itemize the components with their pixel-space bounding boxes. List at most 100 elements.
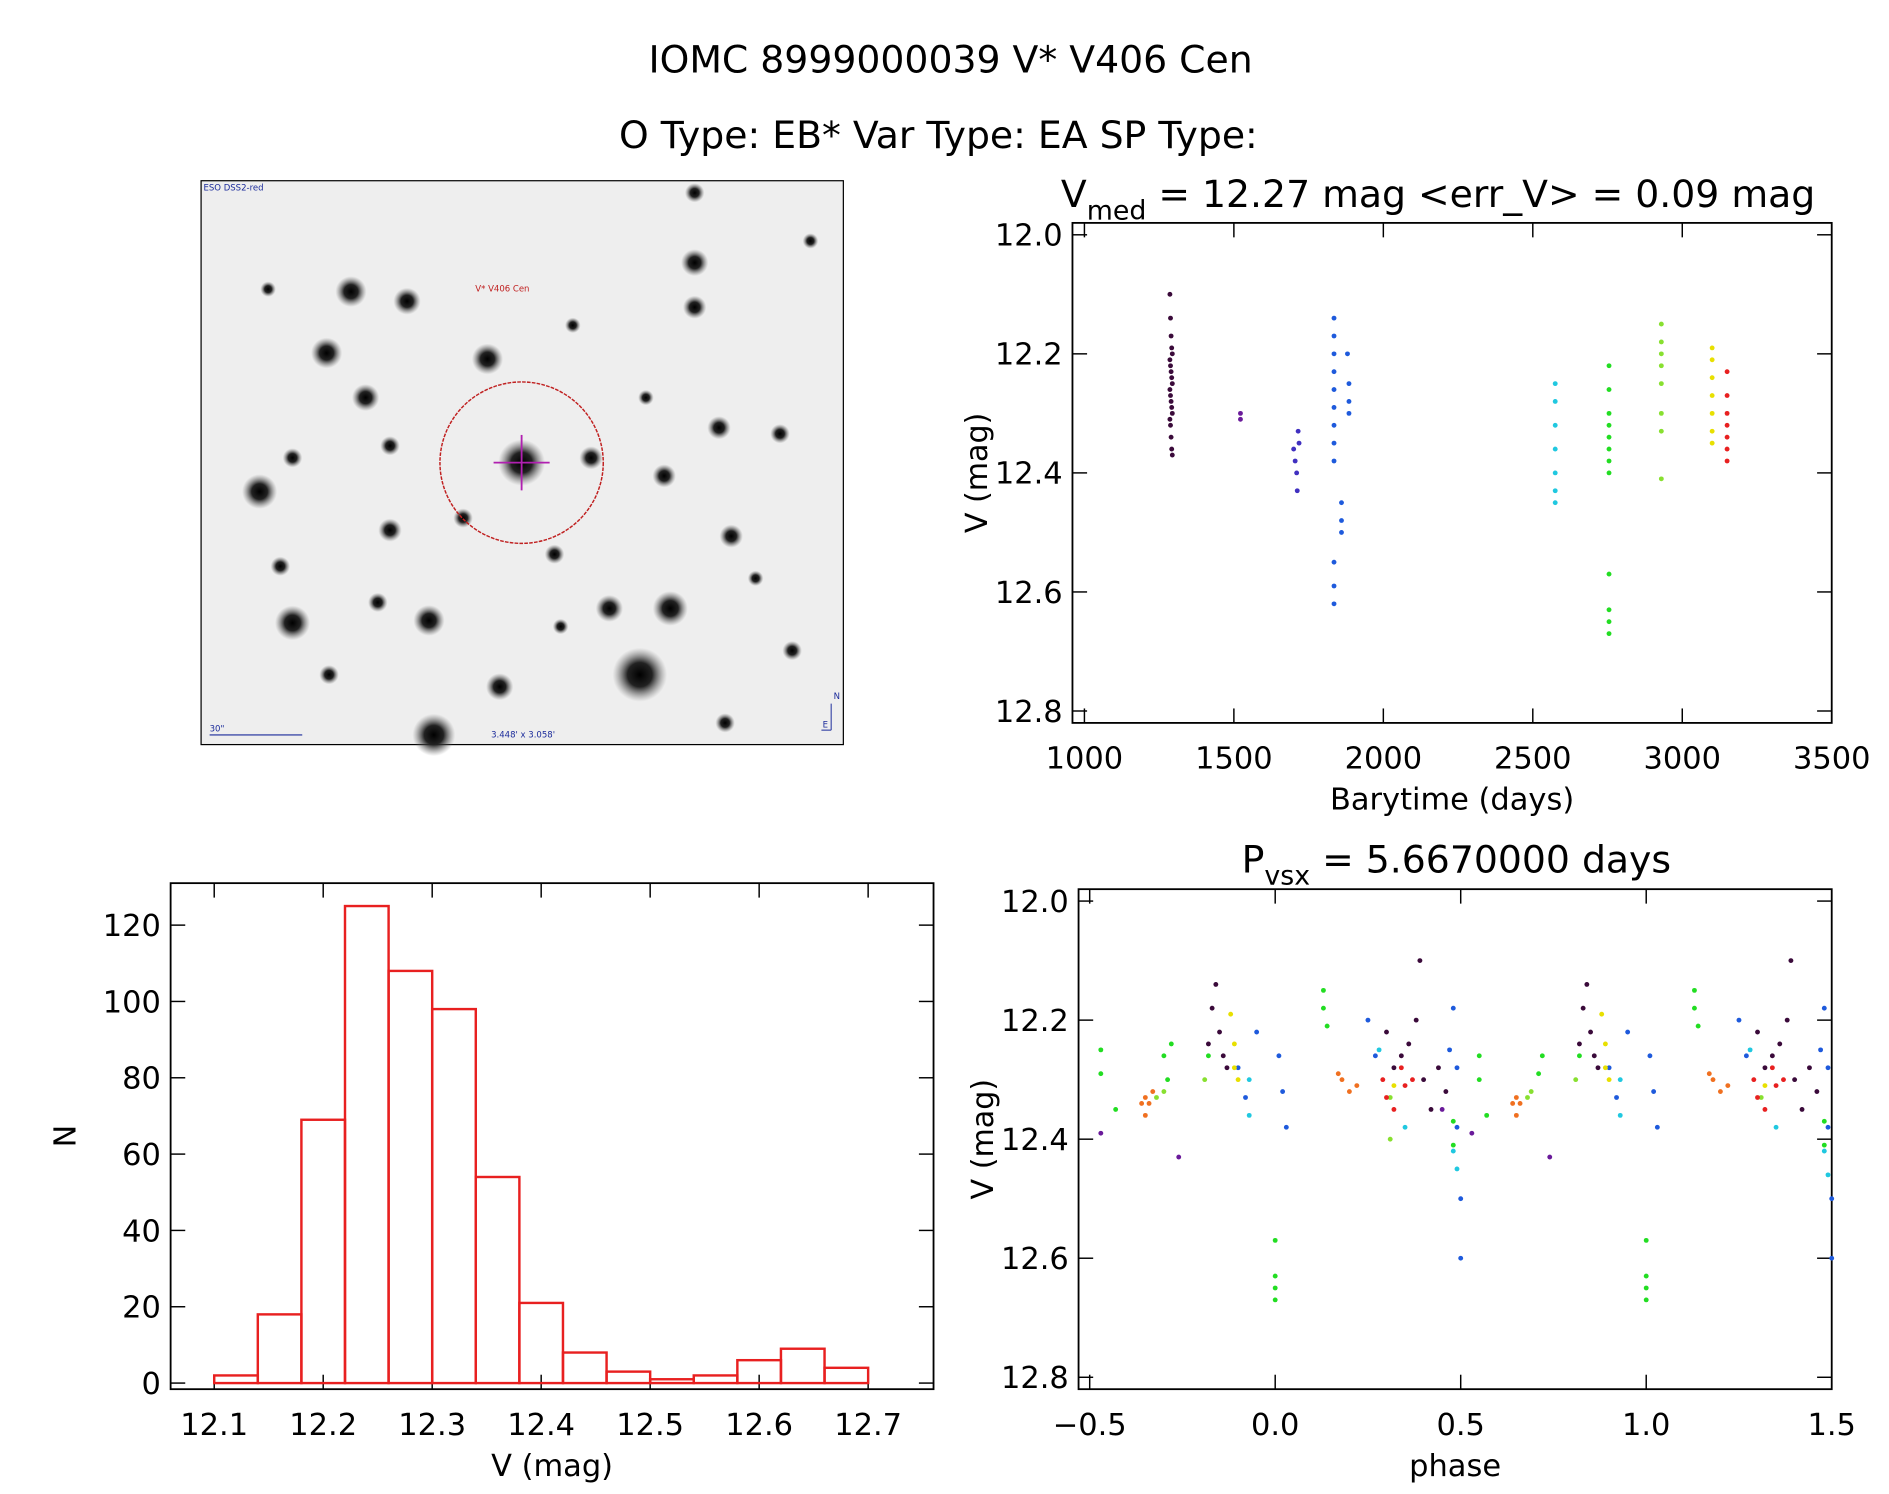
y-axis-label: V (mag) bbox=[966, 1079, 1001, 1200]
point bbox=[1391, 1083, 1397, 1089]
bar bbox=[256, 1313, 303, 1385]
point bbox=[1294, 470, 1300, 476]
point bbox=[1320, 1005, 1326, 1011]
point bbox=[1168, 434, 1174, 440]
point bbox=[1528, 1089, 1534, 1094]
point bbox=[1365, 1017, 1371, 1023]
point bbox=[1709, 393, 1715, 398]
star bbox=[652, 464, 676, 488]
point bbox=[1829, 1196, 1835, 1202]
point bbox=[1658, 363, 1664, 369]
y-tick-label: 12.8 bbox=[995, 695, 1063, 730]
point bbox=[1552, 381, 1558, 387]
point bbox=[1552, 500, 1558, 506]
point bbox=[1709, 410, 1715, 416]
x-tick-label: 12.6 bbox=[725, 1408, 793, 1443]
point bbox=[1755, 1029, 1760, 1035]
point bbox=[1606, 434, 1612, 440]
star bbox=[242, 474, 278, 509]
point bbox=[1402, 1083, 1408, 1089]
point bbox=[1606, 446, 1612, 452]
star bbox=[270, 556, 291, 576]
point bbox=[1647, 1053, 1653, 1059]
x-tick-label: 1.5 bbox=[1807, 1408, 1855, 1443]
point bbox=[1762, 1065, 1768, 1071]
point bbox=[1168, 393, 1173, 398]
point bbox=[1346, 399, 1352, 404]
point bbox=[1643, 1297, 1649, 1303]
point bbox=[1602, 1065, 1608, 1071]
point bbox=[1167, 357, 1173, 363]
point bbox=[1539, 1053, 1545, 1059]
point bbox=[1747, 1047, 1753, 1053]
point bbox=[1443, 1089, 1449, 1094]
point bbox=[1346, 1089, 1352, 1094]
point bbox=[1595, 1065, 1601, 1071]
scale-label: 30" bbox=[210, 723, 225, 733]
point bbox=[1580, 1005, 1586, 1011]
point bbox=[1710, 1077, 1716, 1083]
star bbox=[471, 343, 504, 375]
point bbox=[1821, 1148, 1827, 1154]
point bbox=[1176, 1154, 1182, 1160]
point bbox=[1724, 422, 1730, 428]
point bbox=[1513, 1095, 1519, 1100]
point bbox=[1706, 1071, 1712, 1077]
point bbox=[1169, 375, 1175, 381]
point bbox=[1339, 530, 1344, 535]
star bbox=[351, 384, 380, 412]
point bbox=[1331, 405, 1337, 410]
x-tick-label: 12.7 bbox=[834, 1408, 902, 1443]
point bbox=[1372, 1053, 1378, 1059]
point bbox=[1213, 982, 1219, 987]
point bbox=[1743, 1053, 1749, 1059]
title-sub: vsx bbox=[1264, 860, 1310, 891]
point bbox=[1599, 1011, 1605, 1017]
point bbox=[1658, 339, 1664, 345]
point bbox=[1294, 488, 1300, 494]
bar bbox=[387, 969, 434, 1385]
point bbox=[1469, 1130, 1475, 1136]
point bbox=[1643, 1285, 1649, 1291]
point bbox=[1238, 410, 1243, 416]
point bbox=[1695, 1023, 1701, 1029]
east-label: E bbox=[823, 720, 828, 730]
point bbox=[1617, 1112, 1623, 1118]
point bbox=[1331, 601, 1337, 607]
star bbox=[579, 446, 603, 470]
x-tick-label: 12.3 bbox=[398, 1408, 466, 1443]
point bbox=[1331, 583, 1337, 589]
point bbox=[1168, 333, 1174, 339]
point bbox=[1818, 1047, 1824, 1053]
x-tick-label: 1.0 bbox=[1622, 1408, 1670, 1443]
x-axis-label: Barytime (days) bbox=[1330, 783, 1574, 818]
point bbox=[1606, 571, 1612, 577]
star bbox=[368, 592, 388, 613]
point bbox=[1161, 1089, 1167, 1094]
target-circle bbox=[439, 381, 604, 545]
point bbox=[1228, 1011, 1234, 1017]
point bbox=[1280, 1089, 1286, 1094]
point bbox=[1320, 987, 1326, 993]
compass bbox=[821, 703, 832, 731]
point bbox=[1525, 1095, 1530, 1100]
point bbox=[1658, 410, 1664, 416]
star bbox=[595, 594, 624, 622]
point bbox=[1552, 488, 1558, 494]
point bbox=[1428, 1107, 1434, 1112]
point bbox=[1606, 619, 1612, 625]
point bbox=[1476, 1077, 1482, 1083]
plot-frame bbox=[1077, 888, 1833, 1391]
point bbox=[1717, 1089, 1723, 1094]
point bbox=[1658, 321, 1664, 327]
star bbox=[486, 673, 514, 701]
bar bbox=[518, 1301, 565, 1385]
point bbox=[1113, 1107, 1119, 1112]
x-tick-label: 2000 bbox=[1345, 742, 1423, 777]
bar bbox=[648, 1378, 695, 1385]
point bbox=[1209, 1005, 1215, 1011]
point bbox=[1658, 476, 1664, 482]
point bbox=[1724, 369, 1730, 375]
title-main: V bbox=[1061, 172, 1087, 216]
